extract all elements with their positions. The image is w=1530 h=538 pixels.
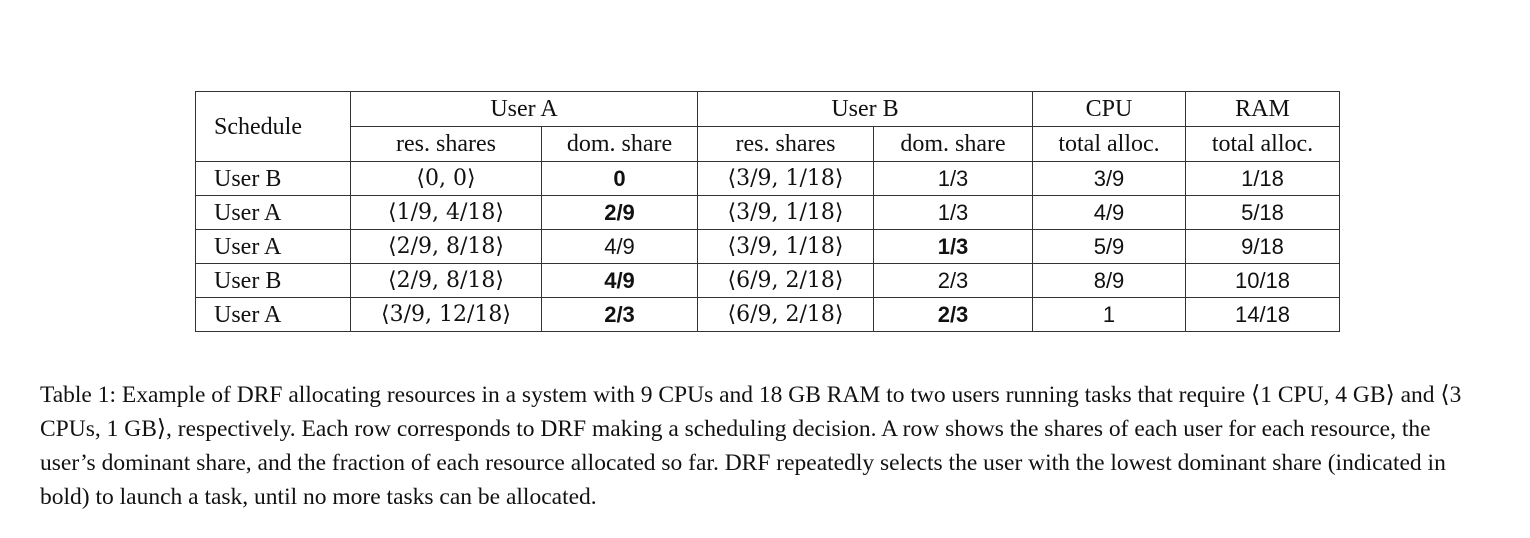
cell-ram-total: 10/18 <box>1185 263 1340 298</box>
cell-schedule: User B <box>195 161 351 196</box>
cell-ram-total: 14/18 <box>1185 297 1340 332</box>
cell-a-res-shares: ⟨2/9, 8/18⟩ <box>350 263 542 298</box>
cell-a-dom-share: 0 <box>541 161 698 196</box>
cell-a-res-shares: ⟨2/9, 8/18⟩ <box>350 229 542 264</box>
table-row: User A ⟨2/9, 8/18⟩ 4/9 ⟨3/9, 1/18⟩ 1/3 5/9 9/1… <box>195 229 1340 264</box>
cell-a-dom-share: 4/9 <box>541 263 698 298</box>
cell-b-dom-share: 1/3 <box>873 195 1033 230</box>
cell-a-res-shares: ⟨3/9, 12/18⟩ <box>350 297 542 332</box>
table-row: User B ⟨0, 0⟩ 0 ⟨3/9, 1/18⟩ 1/3 3/9 1/18 <box>195 161 1340 196</box>
table-header-row: Schedule User A User B CPU RAM <box>195 91 1340 162</box>
cell-b-res-shares: ⟨6/9, 2/18⟩ <box>697 263 874 298</box>
cell-cpu-total: 1 <box>1032 297 1186 332</box>
table-body: User B ⟨0, 0⟩ 0 ⟨3/9, 1/18⟩ 1/3 3/9 1/18 User A… <box>195 161 1340 332</box>
header-ram-total: total alloc. <box>1185 126 1340 162</box>
cell-cpu-total: 3/9 <box>1032 161 1186 196</box>
cell-a-res-shares: ⟨0, 0⟩ <box>350 161 542 196</box>
table-row: User A ⟨3/9, 12/18⟩ 2/3 ⟨6/9, 2/18⟩ 2/3 1 14/1… <box>195 297 1340 332</box>
header-a-dom-share: dom. share <box>541 126 698 162</box>
cell-schedule: User A <box>195 229 351 264</box>
table-caption: Table 1: Example of DRF allocating resou… <box>40 382 1462 510</box>
table-row: User A ⟨1/9, 4/18⟩ 2/9 ⟨3/9, 1/18⟩ 1/3 4/9 5/1… <box>195 195 1340 230</box>
header-b-dom-share: dom. share <box>873 126 1033 162</box>
header-cpu-total: total alloc. <box>1032 126 1186 162</box>
cell-b-res-shares: ⟨6/9, 2/18⟩ <box>697 297 874 332</box>
cell-b-res-shares: ⟨3/9, 1/18⟩ <box>697 195 874 230</box>
cell-schedule: User A <box>195 297 351 332</box>
cell-b-dom-share: 2/3 <box>873 297 1033 332</box>
cell-cpu-total: 4/9 <box>1032 195 1186 230</box>
table-subheader-row: res. shares dom. share res. shares dom. … <box>196 126 1340 162</box>
header-user-a: User A <box>350 91 698 127</box>
drf-allocation-table: Schedule User A User B CPU RAM res. shar… <box>195 91 1340 332</box>
table-row: User B ⟨2/9, 8/18⟩ 4/9 ⟨6/9, 2/18⟩ 2/3 8/9 10/… <box>195 263 1340 298</box>
header-b-res-shares: res. shares <box>697 126 874 162</box>
cell-b-dom-share: 2/3 <box>873 263 1033 298</box>
header-ram: RAM <box>1185 91 1340 127</box>
cell-a-dom-share: 2/3 <box>541 297 698 332</box>
cell-ram-total: 5/18 <box>1185 195 1340 230</box>
cell-a-res-shares: ⟨1/9, 4/18⟩ <box>350 195 542 230</box>
header-user-b: User B <box>697 91 1033 127</box>
cell-b-res-shares: ⟨3/9, 1/18⟩ <box>697 161 874 196</box>
drf-table-container: Schedule User A User B CPU RAM res. shar… <box>195 91 1340 332</box>
header-schedule: Schedule <box>195 91 351 162</box>
cell-ram-total: 9/18 <box>1185 229 1340 264</box>
cell-schedule: User A <box>195 195 351 230</box>
cell-schedule: User B <box>195 263 351 298</box>
header-a-res-shares: res. shares <box>350 126 542 162</box>
cell-ram-total: 1/18 <box>1185 161 1340 196</box>
cell-b-dom-share: 1/3 <box>873 229 1033 264</box>
cell-a-dom-share: 4/9 <box>541 229 698 264</box>
cell-cpu-total: 5/9 <box>1032 229 1186 264</box>
cell-a-dom-share: 2/9 <box>541 195 698 230</box>
header-cpu: CPU <box>1032 91 1186 127</box>
cell-b-res-shares: ⟨3/9, 1/18⟩ <box>697 229 874 264</box>
cell-b-dom-share: 1/3 <box>873 161 1033 196</box>
cell-cpu-total: 8/9 <box>1032 263 1186 298</box>
